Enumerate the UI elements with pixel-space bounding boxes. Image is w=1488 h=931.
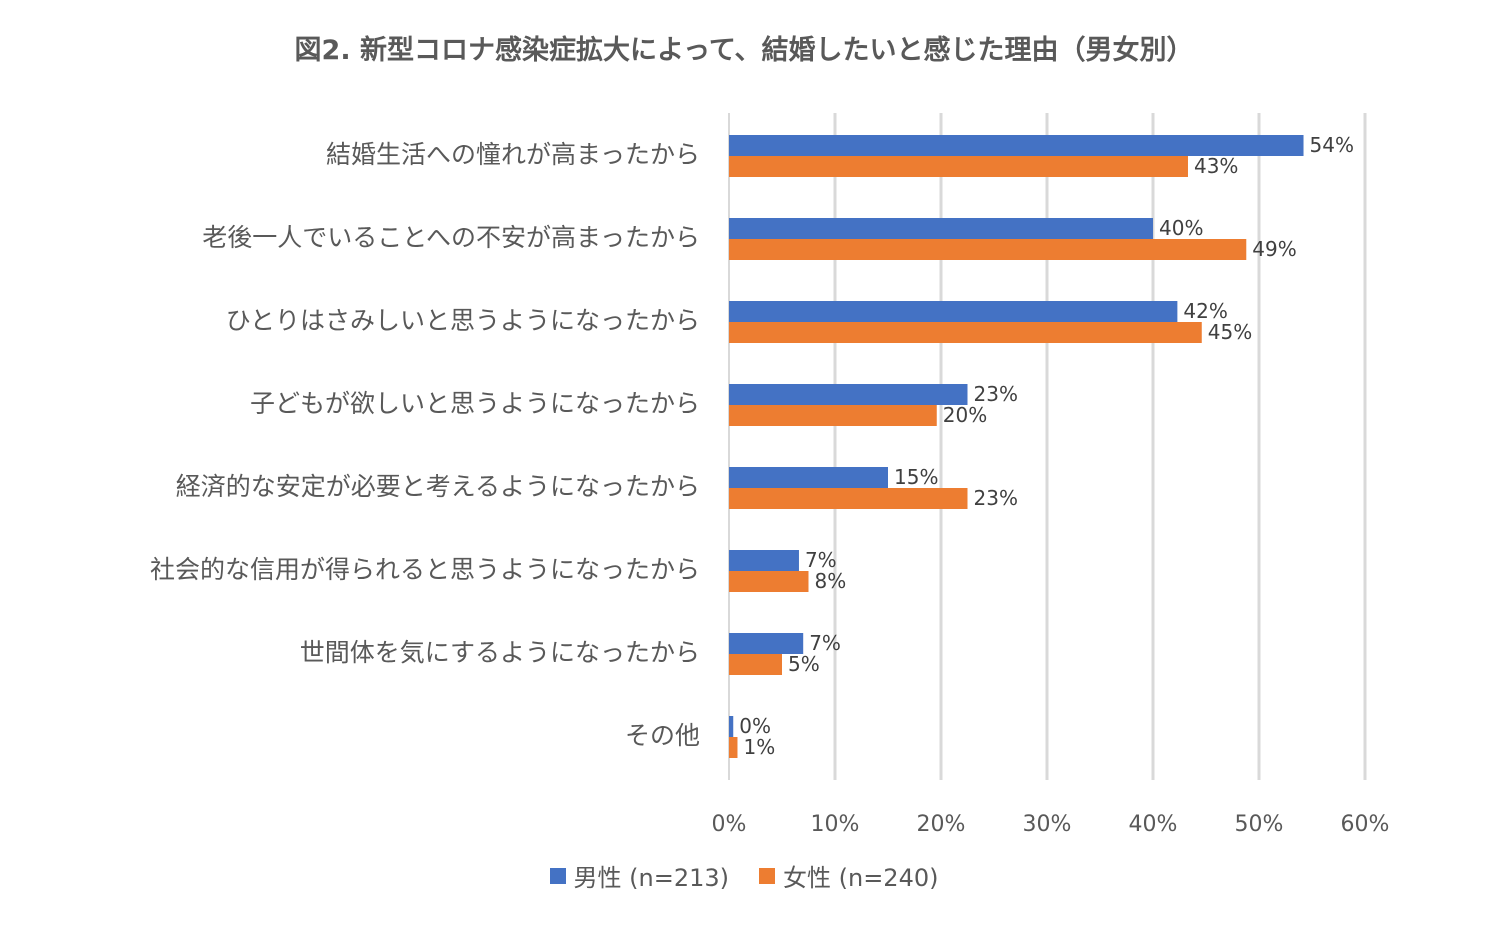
data-labels: 54%43%40%49%42%45%23%20%15%23%7%8%7%5%0%… bbox=[739, 133, 1354, 759]
category-label: ひとりはさみしいと思うようになったから bbox=[226, 306, 700, 335]
data-label-male: 40% bbox=[1159, 216, 1203, 240]
chart-title: 図2. 新型コロナ感染症拡大によって、結婚したいと感じた理由（男女別） bbox=[294, 35, 1194, 66]
x-tick-label: 0% bbox=[712, 812, 747, 837]
data-label-male: 15% bbox=[894, 465, 938, 489]
grid-lines bbox=[728, 113, 1367, 780]
bar-female bbox=[729, 571, 809, 592]
data-label-female: 1% bbox=[743, 735, 775, 759]
category-labels: 結婚生活への憧れが高まったから老後一人でいることへの不安が高まったからひとりはさ… bbox=[150, 140, 700, 750]
bar-male bbox=[729, 301, 1178, 322]
legend-swatch-male bbox=[549, 867, 566, 884]
category-label: 老後一人でいることへの不安が高まったから bbox=[202, 223, 700, 252]
x-tick-label: 60% bbox=[1341, 812, 1390, 837]
category-label: 結婚生活への憧れが高まったから bbox=[326, 140, 700, 169]
category-label: 社会的な信用が得られると思うようになったから bbox=[150, 555, 700, 584]
bar-female bbox=[729, 322, 1202, 343]
bar-male bbox=[729, 550, 799, 571]
data-label-male: 23% bbox=[974, 382, 1018, 406]
data-label-female: 8% bbox=[815, 569, 847, 593]
x-tick-label: 50% bbox=[1235, 812, 1284, 837]
legend-item-female: 女性 (n=240) bbox=[759, 858, 938, 893]
x-tick-label: 10% bbox=[811, 812, 860, 837]
legend-label-female: 女性 (n=240) bbox=[783, 864, 939, 892]
bar-male bbox=[729, 633, 804, 654]
data-label-female: 5% bbox=[788, 652, 820, 676]
bar-male bbox=[729, 384, 968, 405]
category-label: 経済的な安定が必要と考えるようになったから bbox=[176, 472, 700, 501]
category-label: 世間体を気にするようになったから bbox=[300, 638, 700, 667]
data-label-male: 54% bbox=[1310, 133, 1354, 157]
legend-swatch-female bbox=[759, 867, 775, 884]
data-label-female: 20% bbox=[943, 403, 987, 427]
bar-male bbox=[729, 218, 1153, 239]
bar-female bbox=[729, 156, 1188, 177]
x-tick-label: 40% bbox=[1129, 812, 1178, 837]
data-label-female: 45% bbox=[1208, 320, 1252, 344]
bars bbox=[729, 135, 1304, 758]
legend-label-male: 男性 (n=213) bbox=[573, 864, 729, 892]
data-label-male: 7% bbox=[809, 631, 841, 655]
data-label-female: 49% bbox=[1252, 237, 1296, 261]
bar-male bbox=[729, 135, 1304, 156]
category-label: その他 bbox=[625, 721, 700, 750]
category-label: 子どもが欲しいと思うようになったから bbox=[250, 389, 700, 418]
bar-female bbox=[729, 654, 782, 675]
data-label-male: 0% bbox=[739, 714, 771, 738]
x-tick-label: 20% bbox=[917, 812, 966, 837]
data-label-female: 43% bbox=[1194, 154, 1238, 178]
legend-item-male: 男性 (n=213) bbox=[549, 858, 729, 893]
bar-female bbox=[729, 737, 738, 758]
bar-female bbox=[729, 488, 968, 509]
bar-male bbox=[729, 716, 734, 737]
bar-female bbox=[729, 405, 937, 426]
bar-male bbox=[729, 467, 888, 488]
x-axis-ticks: 0% 10% 20% 30% 40% 50% 60% bbox=[712, 812, 1390, 837]
data-label-male: 42% bbox=[1183, 299, 1227, 323]
x-tick-label: 30% bbox=[1023, 812, 1072, 837]
bar-female bbox=[729, 239, 1247, 260]
legend: 男性 (n=213) 女性 (n=240) bbox=[0, 858, 1488, 893]
data-label-male: 7% bbox=[805, 548, 837, 572]
data-label-female: 23% bbox=[974, 486, 1018, 510]
